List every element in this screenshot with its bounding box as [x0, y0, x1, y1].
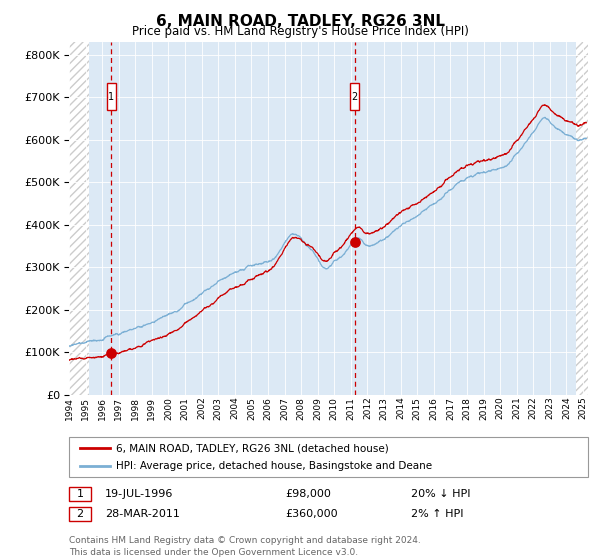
Text: 1997: 1997	[114, 396, 123, 419]
Text: 2: 2	[352, 92, 358, 102]
Text: 2019: 2019	[479, 396, 488, 419]
Text: Price paid vs. HM Land Registry's House Price Index (HPI): Price paid vs. HM Land Registry's House …	[131, 25, 469, 38]
Text: 2009: 2009	[313, 396, 322, 419]
Text: 2000: 2000	[164, 396, 173, 419]
Text: 6, MAIN ROAD, TADLEY, RG26 3NL: 6, MAIN ROAD, TADLEY, RG26 3NL	[155, 14, 445, 29]
Text: 2024: 2024	[562, 396, 571, 419]
Text: 2025: 2025	[578, 396, 587, 419]
Text: 2002: 2002	[197, 396, 206, 419]
Text: 2007: 2007	[280, 396, 289, 419]
Text: 2015: 2015	[413, 396, 422, 419]
Text: 2020: 2020	[496, 396, 505, 419]
Text: HPI: Average price, detached house, Basingstoke and Deane: HPI: Average price, detached house, Basi…	[116, 461, 432, 471]
Text: £98,000: £98,000	[285, 489, 331, 499]
Text: 2001: 2001	[181, 396, 190, 419]
Text: 2021: 2021	[512, 396, 521, 419]
Point	[106, 349, 116, 358]
Text: 2013: 2013	[380, 396, 389, 419]
Text: 20% ↓ HPI: 20% ↓ HPI	[411, 489, 470, 499]
Point	[350, 237, 359, 246]
Text: 2022: 2022	[529, 396, 538, 419]
Text: 19-JUL-1996: 19-JUL-1996	[105, 489, 173, 499]
Text: 2006: 2006	[263, 396, 272, 419]
Text: 2004: 2004	[230, 396, 239, 419]
Text: 2012: 2012	[363, 396, 372, 419]
Text: 2010: 2010	[330, 396, 339, 419]
Text: 2017: 2017	[446, 396, 455, 419]
Text: 2008: 2008	[296, 396, 305, 419]
Text: 2018: 2018	[463, 396, 472, 419]
Text: 1: 1	[77, 489, 83, 499]
FancyBboxPatch shape	[107, 83, 116, 110]
Text: 2% ↑ HPI: 2% ↑ HPI	[411, 509, 463, 519]
Bar	[577, 42, 588, 395]
Text: 2005: 2005	[247, 396, 256, 419]
Bar	[69, 42, 89, 395]
Text: 2003: 2003	[214, 396, 223, 419]
Text: 2011: 2011	[346, 396, 355, 419]
Text: 1998: 1998	[131, 396, 140, 419]
Text: 1996: 1996	[98, 396, 107, 419]
Text: 1994: 1994	[65, 396, 74, 419]
Text: 2: 2	[77, 509, 83, 519]
Text: 2023: 2023	[545, 396, 554, 419]
Text: 1995: 1995	[81, 396, 90, 419]
Text: £360,000: £360,000	[285, 509, 338, 519]
Text: 1: 1	[108, 92, 114, 102]
Text: 6, MAIN ROAD, TADLEY, RG26 3NL (detached house): 6, MAIN ROAD, TADLEY, RG26 3NL (detached…	[116, 443, 389, 453]
FancyBboxPatch shape	[350, 83, 359, 110]
Text: Contains HM Land Registry data © Crown copyright and database right 2024.
This d: Contains HM Land Registry data © Crown c…	[69, 536, 421, 557]
Text: 2014: 2014	[396, 396, 405, 419]
Text: 1999: 1999	[148, 396, 157, 419]
Text: 2016: 2016	[429, 396, 438, 419]
Text: 28-MAR-2011: 28-MAR-2011	[105, 509, 180, 519]
